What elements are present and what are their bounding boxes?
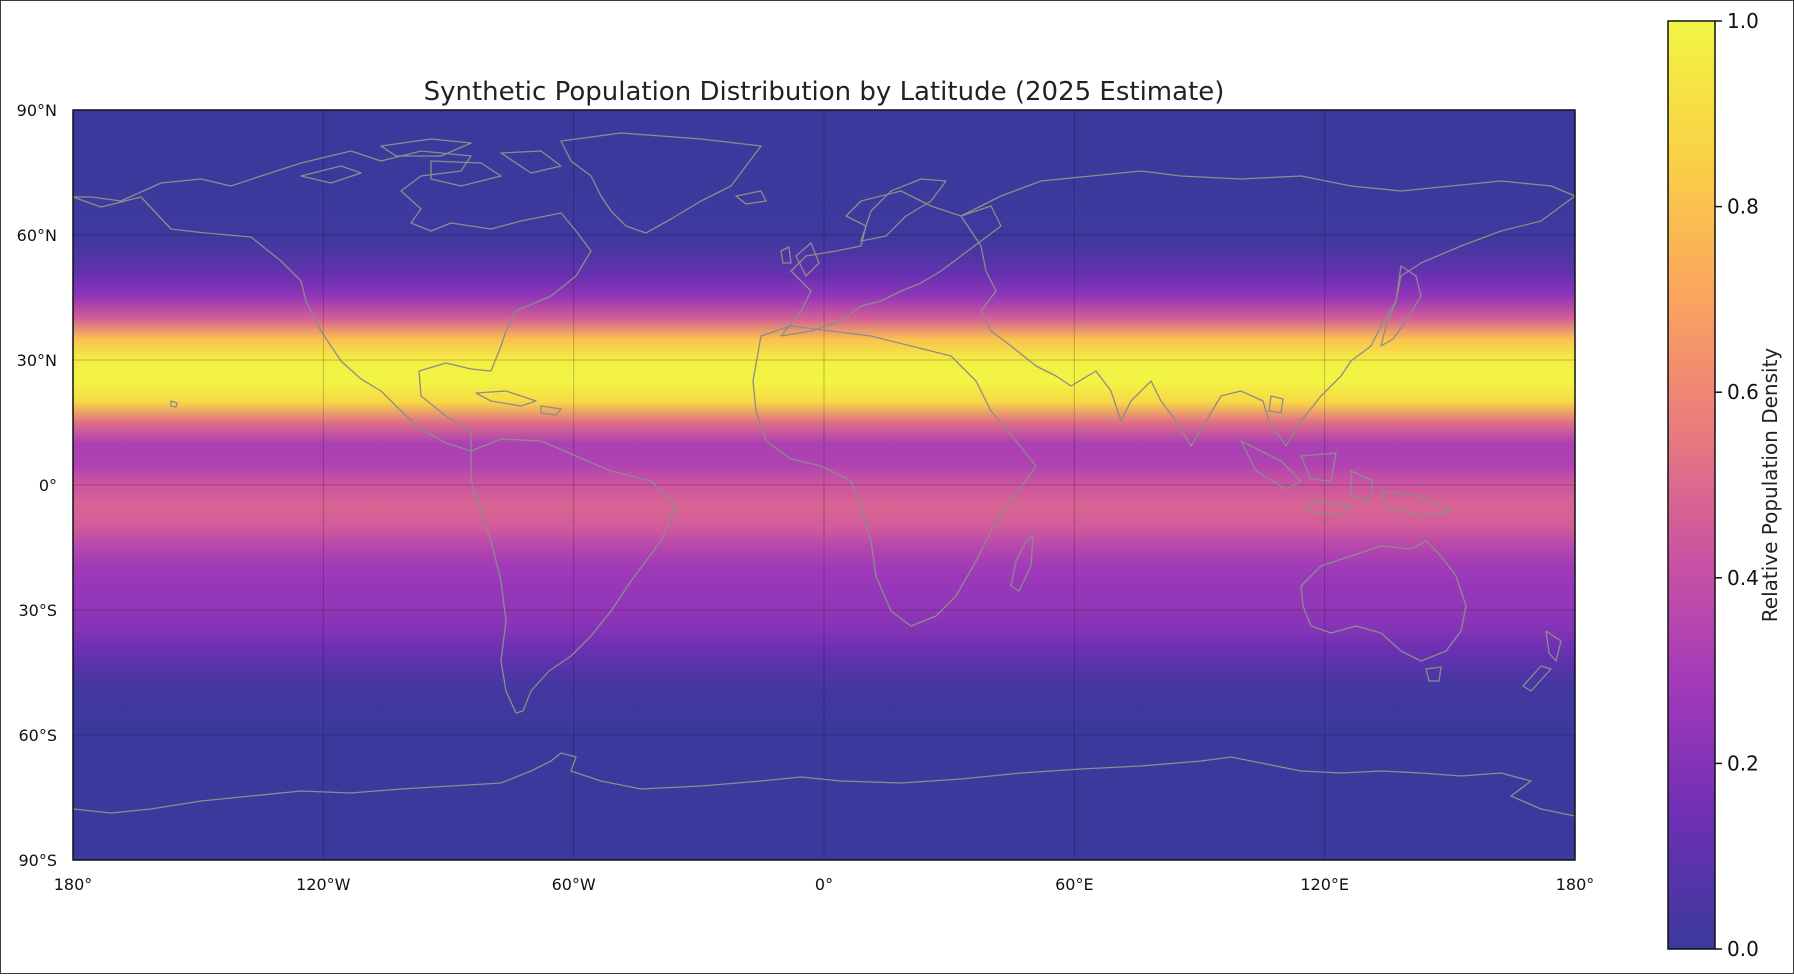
coastline-caribbean <box>475 390 562 416</box>
y-tick-label: 90°S <box>18 851 57 870</box>
graticule <box>73 110 1575 860</box>
y-tick-label: 90°N <box>17 101 57 120</box>
coastline-british-isles <box>735 190 820 277</box>
coastlines <box>73 132 1575 817</box>
y-tick-label: 60°N <box>17 226 57 245</box>
x-tick-label: 120°E <box>1300 875 1349 894</box>
colorbar-ticks: 0.0 0.2 0.4 0.6 0.8 1.0 <box>1715 9 1759 961</box>
density-field <box>73 110 1575 860</box>
y-tick-label: 0° <box>39 476 57 495</box>
x-tick-label: 0° <box>815 875 833 894</box>
x-tick-label: 60°E <box>1055 875 1093 894</box>
coastline-north-america <box>73 150 592 452</box>
colorbar-tick-label: 0.4 <box>1727 566 1759 590</box>
colorbar-label: Relative Population Density <box>1758 348 1782 623</box>
colorbar <box>1667 20 1716 950</box>
colorbar-tick-label: 1.0 <box>1727 9 1759 33</box>
coastline-asia <box>960 170 1575 447</box>
coastline-arctic-islands <box>300 138 562 187</box>
y-tick-label: 30°S <box>18 601 57 620</box>
x-tick-label: 120°W <box>296 875 351 894</box>
coastline-southeast-asia <box>1240 395 1452 517</box>
coastline-australia <box>1300 540 1467 662</box>
coastline-new-zealand <box>1522 630 1562 692</box>
coastline-africa <box>752 325 1037 627</box>
x-tick-label: 60°W <box>552 875 596 894</box>
longitude-ticks: 180° 120°W 60°W 0° 60°E 120°E 180° <box>54 875 1595 894</box>
map-frame <box>72 109 1576 861</box>
coastline-hawaii <box>170 400 178 408</box>
chart-title: Synthetic Population Distribution by Lat… <box>424 77 1225 107</box>
y-tick-label: 30°N <box>17 351 57 370</box>
coastline-tasmania <box>1425 666 1442 682</box>
latitude-ticks: 90°N 60°N 30°N 0° 30°S 60°S 90°S <box>17 101 57 870</box>
coastline-greenland <box>560 132 762 234</box>
x-tick-label: 180° <box>1556 875 1595 894</box>
coastline-madagascar <box>1010 535 1034 592</box>
coastline-antarctica <box>73 752 1575 817</box>
colorbar-tick-label: 0.0 <box>1727 937 1759 961</box>
y-tick-label: 60°S <box>18 726 57 745</box>
coastline-scandinavia <box>860 178 947 242</box>
x-tick-label: 180° <box>54 875 93 894</box>
coastline-japan <box>1380 265 1422 347</box>
coastline-south-america <box>470 438 677 714</box>
colorbar-tick-label: 0.8 <box>1727 195 1759 219</box>
colorbar-tick-label: 0.2 <box>1727 751 1759 775</box>
colorbar-tick-label: 0.6 <box>1727 380 1759 404</box>
